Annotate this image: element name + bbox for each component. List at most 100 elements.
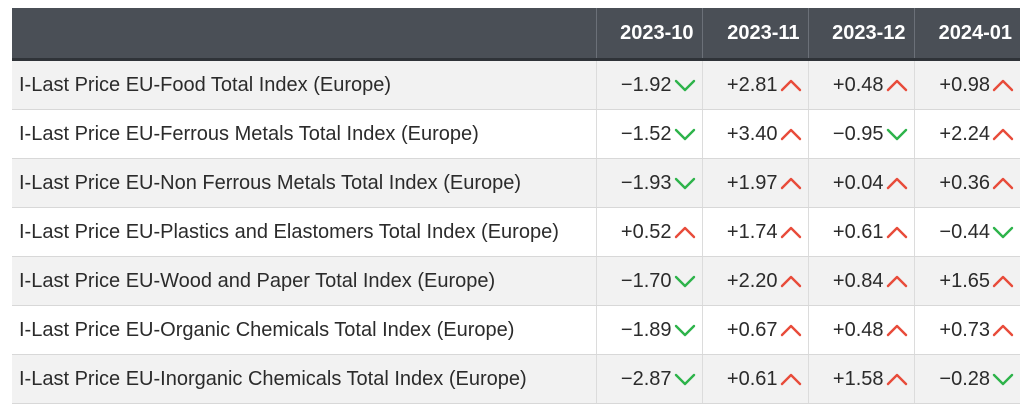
chevron-up-icon [992, 77, 1014, 93]
chevron-down-icon [674, 322, 696, 338]
chevron-up-icon [886, 175, 908, 191]
row-label: I-Last Price EU-Wood and Paper Total Ind… [12, 256, 596, 306]
table-row[interactable]: I-Last Price EU-Wood and Paper Total Ind… [12, 256, 1020, 306]
chevron-up-icon [780, 322, 802, 338]
column-header[interactable]: 2023-12 [807, 8, 914, 61]
row-label: I-Last Price EU-Food Total Index (Europe… [12, 59, 596, 110]
value-cell: +2.81 [701, 59, 808, 110]
change-value: +2.81 [726, 73, 778, 96]
value-cell: +1.58 [807, 354, 914, 404]
change-value: +2.24 [939, 122, 990, 145]
change-value: +1.65 [939, 269, 990, 292]
change-value: +0.48 [832, 318, 884, 341]
value-cell: −1.70 [595, 256, 702, 306]
change-value: +3.40 [726, 122, 778, 145]
chevron-up-icon [886, 273, 908, 289]
table-row[interactable]: I-Last Price EU-Ferrous Metals Total Ind… [12, 109, 1020, 159]
value-cell: +0.04 [807, 158, 914, 208]
change-value: +0.48 [832, 73, 884, 96]
chevron-up-icon [780, 175, 802, 191]
chevron-up-icon [992, 273, 1014, 289]
change-value: +0.36 [939, 171, 990, 194]
row-label: I-Last Price EU-Organic Chemicals Total … [12, 305, 596, 355]
chevron-up-icon [992, 126, 1014, 142]
column-header[interactable]: 2023-11 [701, 8, 808, 61]
chevron-up-icon [780, 126, 802, 142]
value-cell: +0.73 [913, 305, 1020, 355]
value-cell: +0.36 [913, 158, 1020, 208]
value-cell: +0.61 [807, 207, 914, 257]
chevron-down-icon [992, 371, 1014, 387]
table-row[interactable]: I-Last Price EU-Inorganic Chemicals Tota… [12, 354, 1020, 404]
chevron-up-icon [992, 322, 1014, 338]
change-value: +0.67 [726, 318, 778, 341]
value-cell: −0.28 [913, 354, 1020, 404]
value-cell: +0.84 [807, 256, 914, 306]
chevron-down-icon [674, 77, 696, 93]
chevron-down-icon [674, 175, 696, 191]
value-cell: −2.87 [595, 354, 702, 404]
table-row[interactable]: I-Last Price EU-Food Total Index (Europe… [12, 59, 1020, 110]
value-cell: +1.65 [913, 256, 1020, 306]
change-value: +0.84 [832, 269, 884, 292]
value-cell: −1.93 [595, 158, 702, 208]
value-cell: +0.48 [807, 59, 914, 110]
chevron-up-icon [886, 322, 908, 338]
table-header: 2023-10 2023-11 2023-12 2024-01 [12, 8, 1020, 61]
change-value: +0.04 [832, 171, 884, 194]
value-cell: −1.89 [595, 305, 702, 355]
price-index-table: 2023-10 2023-11 2023-12 2024-01 I-Last P… [12, 8, 1020, 404]
change-value: +0.98 [939, 73, 990, 96]
change-value: −1.89 [620, 318, 672, 341]
header-name-column [12, 8, 596, 61]
chevron-up-icon [780, 371, 802, 387]
chevron-down-icon [674, 126, 696, 142]
header-row: 2023-10 2023-11 2023-12 2024-01 [12, 8, 1020, 61]
chevron-up-icon [886, 224, 908, 240]
chevron-down-icon [674, 371, 696, 387]
row-label: I-Last Price EU-Plastics and Elastomers … [12, 207, 596, 257]
chevron-up-icon [780, 77, 802, 93]
chevron-down-icon [674, 273, 696, 289]
table-row[interactable]: I-Last Price EU-Non Ferrous Metals Total… [12, 158, 1020, 208]
chevron-up-icon [992, 175, 1014, 191]
chevron-up-icon [886, 371, 908, 387]
change-value: −1.92 [620, 73, 672, 96]
value-cell: +2.24 [913, 109, 1020, 159]
value-cell: +0.98 [913, 59, 1020, 110]
chevron-up-icon [886, 77, 908, 93]
value-cell: +0.52 [595, 207, 702, 257]
table-body: I-Last Price EU-Food Total Index (Europe… [12, 59, 1020, 404]
chevron-down-icon [886, 126, 908, 142]
row-label: I-Last Price EU-Inorganic Chemicals Tota… [12, 354, 596, 404]
change-value: +0.61 [726, 367, 778, 390]
change-value: +0.52 [620, 220, 672, 243]
change-value: −1.52 [620, 122, 672, 145]
change-value: +1.58 [832, 367, 884, 390]
change-value: −2.87 [620, 367, 672, 390]
change-value: +1.74 [726, 220, 778, 243]
table-row[interactable]: I-Last Price EU-Plastics and Elastomers … [12, 207, 1020, 257]
change-value: +2.20 [726, 269, 778, 292]
change-value: −1.93 [620, 171, 672, 194]
price-index-table-container: 2023-10 2023-11 2023-12 2024-01 I-Last P… [12, 8, 1020, 404]
change-value: +1.97 [726, 171, 778, 194]
change-value: −0.28 [939, 367, 990, 390]
chevron-up-icon [780, 273, 802, 289]
chevron-up-icon [674, 224, 696, 240]
change-value: +0.61 [832, 220, 884, 243]
change-value: −0.95 [832, 122, 884, 145]
table-row[interactable]: I-Last Price EU-Organic Chemicals Total … [12, 305, 1020, 355]
column-header[interactable]: 2023-10 [595, 8, 702, 61]
value-cell: −1.92 [595, 59, 702, 110]
column-header[interactable]: 2024-01 [913, 8, 1020, 61]
value-cell: −0.44 [913, 207, 1020, 257]
value-cell: +0.61 [701, 354, 808, 404]
value-cell: +1.97 [701, 158, 808, 208]
value-cell: +0.67 [701, 305, 808, 355]
change-value: +0.73 [939, 318, 990, 341]
value-cell: +2.20 [701, 256, 808, 306]
row-label: I-Last Price EU-Non Ferrous Metals Total… [12, 158, 596, 208]
chevron-up-icon [780, 224, 802, 240]
value-cell: +3.40 [701, 109, 808, 159]
